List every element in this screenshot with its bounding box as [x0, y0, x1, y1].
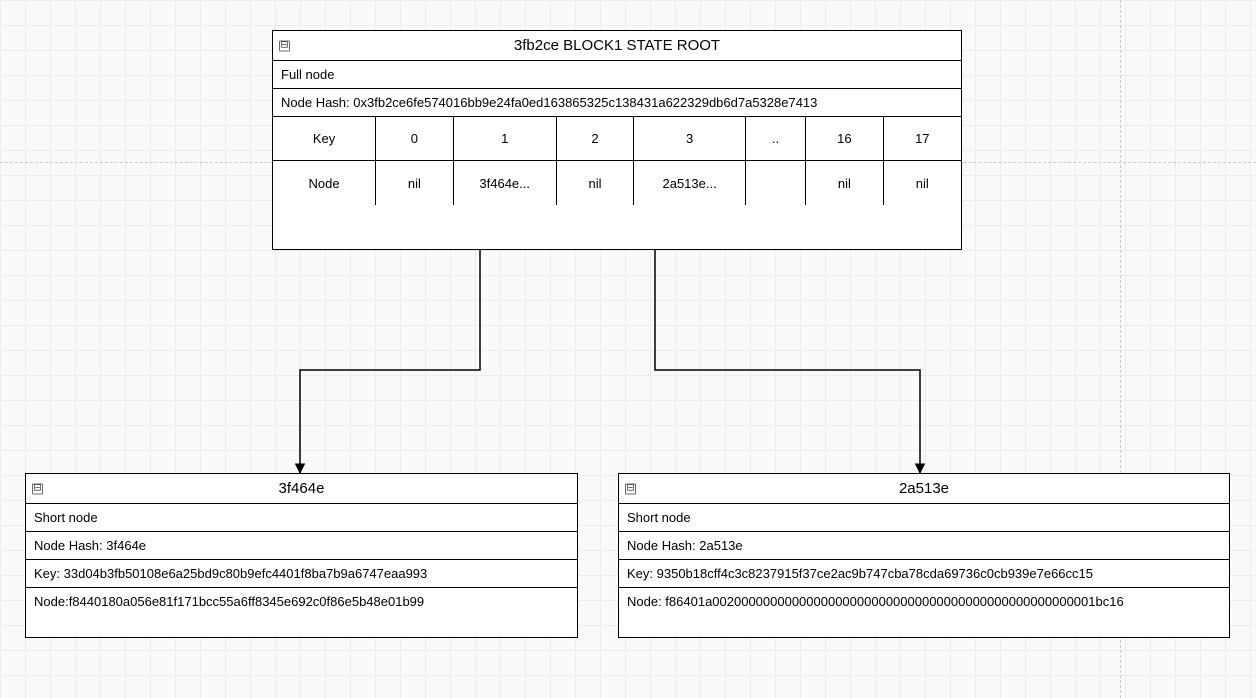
- collapse-icon[interactable]: ⊟: [279, 40, 290, 51]
- root-kv-table: Key0123..1617 Nodenil3f464e...nil2a513e.…: [273, 117, 961, 205]
- node-info-row: Node Hash: 3f464e: [26, 532, 577, 560]
- kv-value-cell: Node: [273, 161, 376, 205]
- node-info-row: Short node: [619, 504, 1229, 532]
- collapse-icon[interactable]: ⊟: [625, 483, 636, 494]
- left-child-node: ⊟ 3f464e Short nodeNode Hash: 3f464eKey:…: [25, 473, 578, 638]
- root-title: 3fb2ce BLOCK1 STATE ROOT: [514, 37, 720, 54]
- left-title: 3f464e: [279, 480, 325, 497]
- node-info-row: Node Hash: 2a513e: [619, 532, 1229, 560]
- right-title: 2a513e: [899, 480, 949, 497]
- kv-header-cell: ..: [746, 117, 806, 161]
- diagram-canvas: ⊟ 3fb2ce BLOCK1 STATE ROOT Full node Nod…: [0, 0, 1256, 698]
- root-node: ⊟ 3fb2ce BLOCK1 STATE ROOT Full node Nod…: [272, 30, 962, 250]
- left-title-bar: ⊟ 3f464e: [26, 474, 577, 504]
- node-info-row: Key: 33d04b3fb50108e6a25bd9c80b9efc4401f…: [26, 560, 577, 588]
- kv-header-cell: 0: [376, 117, 453, 161]
- node-info-row: Node:f8440180a056e81f171bcc55a6ff8345e69…: [26, 588, 577, 615]
- kv-header-cell: 3: [634, 117, 746, 161]
- root-type-label: Full node: [273, 61, 961, 89]
- kv-value-cell: 2a513e...: [634, 161, 746, 205]
- kv-value-row: Nodenil3f464e...nil2a513e...nilnil: [273, 161, 961, 205]
- kv-value-cell: nil: [884, 161, 961, 205]
- kv-value-cell: 3f464e...: [454, 161, 557, 205]
- kv-value-cell: nil: [557, 161, 634, 205]
- kv-header-row: Key0123..1617: [273, 117, 961, 161]
- kv-header-cell: 1: [454, 117, 557, 161]
- kv-value-cell: [746, 161, 806, 205]
- right-child-node: ⊟ 2a513e Short nodeNode Hash: 2a513eKey:…: [618, 473, 1230, 638]
- right-title-bar: ⊟ 2a513e: [619, 474, 1229, 504]
- kv-value-cell: nil: [806, 161, 883, 205]
- root-title-bar: ⊟ 3fb2ce BLOCK1 STATE ROOT: [273, 31, 961, 61]
- kv-header-cell: 17: [884, 117, 961, 161]
- connector-edge: [300, 250, 480, 473]
- kv-value-cell: nil: [376, 161, 453, 205]
- node-info-row: Key: 9350b18cff4c3c8237915f37ce2ac9b747c…: [619, 560, 1229, 588]
- collapse-icon[interactable]: ⊟: [32, 483, 43, 494]
- kv-header-cell: Key: [273, 117, 376, 161]
- node-info-row: Short node: [26, 504, 577, 532]
- root-hash: Node Hash: 0x3fb2ce6fe574016bb9e24fa0ed1…: [273, 89, 961, 117]
- kv-header-cell: 16: [806, 117, 883, 161]
- node-info-row: Node: f86401a002000000000000000000000000…: [619, 588, 1229, 615]
- connector-edge: [655, 250, 920, 473]
- kv-header-cell: 2: [557, 117, 634, 161]
